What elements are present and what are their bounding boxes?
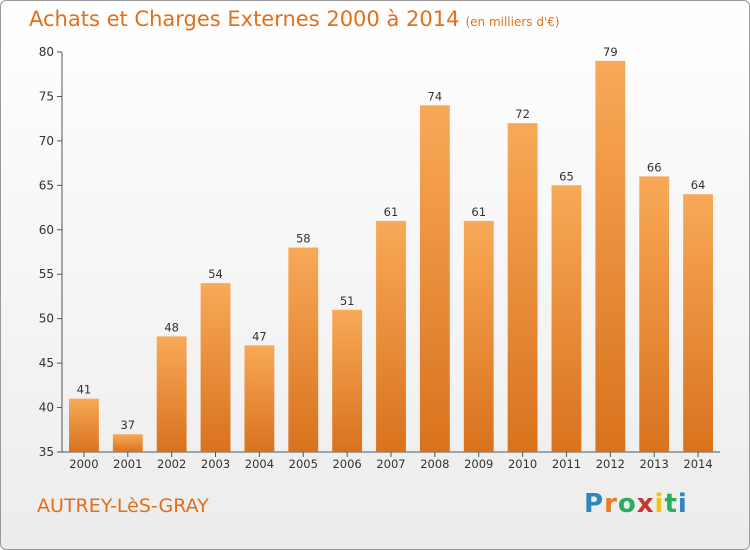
- bar-value-label: 48: [164, 320, 179, 334]
- y-tick-label: 80: [39, 45, 54, 59]
- bar: [507, 123, 538, 452]
- town-name: AUTREY-LèS-GRAY: [37, 495, 209, 517]
- bar-value-label: 74: [428, 89, 443, 103]
- y-tick-label: 35: [39, 445, 54, 459]
- chart-subtitle: (en milliers d'€): [465, 15, 560, 29]
- bar-value-label: 61: [384, 205, 399, 219]
- bar: [156, 336, 187, 452]
- bar: [595, 60, 626, 453]
- x-tick-label: 2014: [683, 457, 712, 471]
- bar-value-label: 47: [252, 329, 267, 343]
- x-tick-label: 2002: [157, 457, 186, 471]
- x-tick-label: 2005: [289, 457, 318, 471]
- bar: [683, 194, 713, 452]
- bar: [69, 398, 99, 452]
- logo-letter: t: [664, 489, 678, 519]
- bar-value-label: 65: [559, 169, 574, 183]
- logo-letter: o: [617, 489, 637, 519]
- bar: [244, 345, 275, 452]
- bar: [376, 220, 406, 452]
- y-tick-label: 40: [39, 401, 54, 415]
- x-tick-label: 2009: [464, 457, 493, 471]
- bar: [332, 309, 363, 452]
- y-tick-label: 75: [39, 89, 54, 103]
- logo-letter: P: [584, 489, 605, 519]
- bar-value-label: 54: [208, 267, 223, 281]
- x-tick-label: 2006: [332, 457, 361, 471]
- bar-value-label: 51: [340, 294, 355, 308]
- chart-title-block: Achats et Charges Externes 2000 à 2014 (e…: [29, 7, 560, 31]
- x-tick-label: 2004: [245, 457, 274, 471]
- x-tick-label: 2001: [113, 457, 142, 471]
- bar: [288, 247, 319, 452]
- y-tick-label: 70: [39, 134, 54, 148]
- bar-value-label: 37: [120, 418, 135, 432]
- proxiti-logo: Proxiti: [584, 489, 688, 519]
- bar-value-label: 72: [515, 107, 530, 121]
- x-tick-label: 2010: [508, 457, 537, 471]
- x-tick-label: 2012: [596, 457, 625, 471]
- y-tick-label: 45: [39, 356, 54, 370]
- x-tick-label: 2003: [201, 457, 230, 471]
- logo-letter: x: [636, 489, 655, 519]
- bar: [419, 105, 450, 452]
- logo-letter: i: [654, 489, 665, 519]
- x-tick-label: 2000: [69, 457, 98, 471]
- bar-value-label: 61: [471, 205, 486, 219]
- x-tick-label: 2013: [640, 457, 669, 471]
- y-tick-label: 65: [39, 178, 54, 192]
- bar: [639, 176, 670, 452]
- x-tick-label: 2011: [552, 457, 581, 471]
- bar-value-label: 64: [691, 178, 706, 192]
- bar: [200, 283, 231, 452]
- bar-value-label: 41: [77, 383, 92, 397]
- bar: [112, 434, 143, 452]
- logo-letter: r: [604, 489, 618, 519]
- bar-value-label: 79: [603, 45, 618, 59]
- y-tick-label: 55: [39, 267, 54, 281]
- x-tick-label: 2008: [420, 457, 449, 471]
- y-tick-label: 60: [39, 223, 54, 237]
- bar: [551, 185, 582, 453]
- chart-title: Achats et Charges Externes 2000 à 2014: [29, 7, 460, 31]
- bar-value-label: 58: [296, 232, 311, 246]
- logo-letter: i: [677, 489, 688, 519]
- bar: [463, 220, 494, 452]
- y-tick-label: 50: [39, 312, 54, 326]
- x-tick-label: 2007: [376, 457, 405, 471]
- bar-value-label: 66: [647, 160, 662, 174]
